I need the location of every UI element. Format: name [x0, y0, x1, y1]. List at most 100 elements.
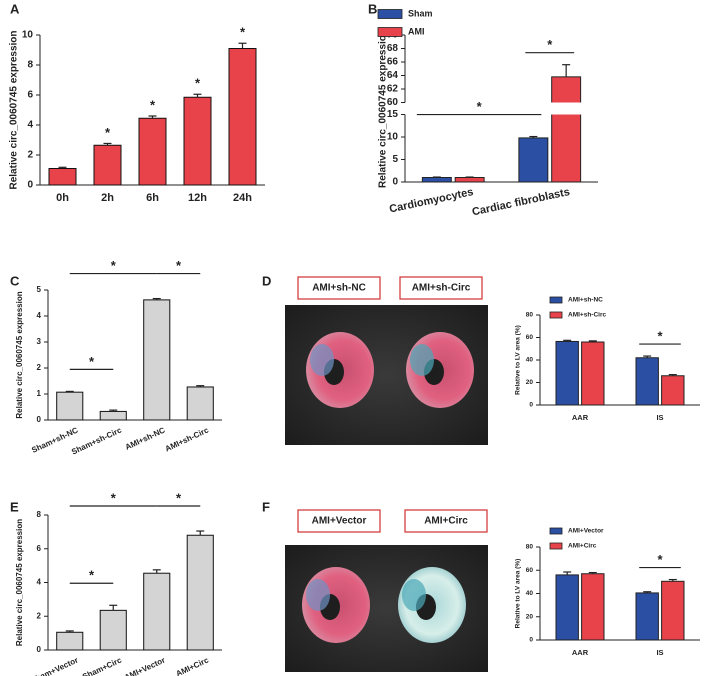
y-tick-label: 2: [37, 611, 42, 620]
bar: [551, 76, 582, 183]
y-tick-label: 40: [526, 357, 534, 364]
x-tick-label: AAR: [572, 648, 589, 657]
y-axis-title: Relative circ_0060745 expression: [15, 291, 24, 418]
y-tick-label: 0: [27, 180, 33, 191]
y-tick-label: 6: [37, 544, 42, 553]
y-tick-label: 80: [526, 544, 534, 551]
y-tick-label: 10: [387, 132, 399, 143]
panel-letter: E: [10, 499, 19, 514]
bar: [138, 117, 167, 186]
y-tick-label: 0: [37, 645, 42, 654]
x-tick-label: 6h: [146, 192, 159, 204]
y-tick-label: 0: [37, 415, 42, 424]
y-tick-label: 60: [526, 334, 534, 341]
legend-swatch: [377, 9, 403, 19]
significance-star: *: [240, 25, 246, 40]
bar: [635, 592, 659, 641]
y-tick-label: 40: [526, 590, 534, 597]
y-tick-label: 5: [37, 285, 42, 294]
y-tick-label: 4: [37, 578, 42, 587]
panel-letter: A: [10, 1, 20, 16]
y-tick-label: 4: [37, 311, 42, 320]
y-tick-label: 8: [37, 510, 42, 519]
axis-break: [406, 102, 599, 115]
legend-swatch: [377, 27, 403, 37]
bar: [48, 168, 77, 186]
x-tick-label: AAR: [572, 413, 589, 422]
significance-star: *: [150, 97, 156, 112]
legend-swatch: [549, 527, 563, 535]
y-tick-label: 2: [37, 363, 42, 372]
significance-star: *: [657, 329, 663, 344]
y-tick-label: 60: [526, 567, 534, 574]
significance-star: *: [657, 552, 663, 567]
bar: [555, 340, 579, 406]
x-tick-label: AMI+sh-NC: [124, 425, 167, 451]
legend-label: AMI+Vector: [568, 528, 604, 535]
y-tick-label: 4: [27, 120, 33, 131]
bar: [183, 96, 212, 186]
bar: [93, 144, 122, 186]
y-axis-title: Relative to LV area (%): [515, 325, 522, 395]
y-axis-title: Relative circ_0060745 expression: [9, 31, 20, 190]
significance-star: *: [547, 37, 553, 52]
bar: [56, 631, 84, 651]
panel-letter: F: [262, 499, 270, 514]
x-tick-label: 12h: [188, 192, 207, 204]
x-tick-label: Sham+sh-Circ: [70, 425, 123, 456]
image-label: AMI+Circ: [424, 516, 468, 527]
heart-region: [306, 579, 330, 611]
x-tick-label: Cardiomyocytes: [388, 186, 474, 216]
x-tick-label: 2h: [101, 192, 114, 204]
y-tick-label: 20: [526, 613, 534, 620]
x-tick-label: Sham+Vector: [30, 656, 80, 676]
legend-swatch: [549, 542, 563, 550]
y-tick-label: 0: [529, 402, 533, 409]
image-label: AMI+sh-Circ: [412, 283, 471, 294]
y-tick-label: 0: [392, 177, 398, 188]
x-tick-label: Cardiac fibroblasts: [471, 186, 571, 218]
panel-letter: D: [262, 273, 271, 288]
legend-label: AMI: [408, 26, 425, 36]
bar: [661, 580, 685, 641]
label-box: [297, 509, 381, 533]
bar: [228, 48, 257, 186]
bar: [421, 177, 452, 183]
x-tick-label: Sham+Circ: [81, 655, 123, 676]
legend-label: AMI+sh-NC: [568, 297, 603, 304]
legend-label: AMI+Circ: [568, 543, 597, 550]
significance-star: *: [176, 258, 182, 273]
y-tick-label: 0: [529, 637, 533, 644]
bar: [143, 572, 171, 651]
bar: [56, 391, 84, 421]
y-tick-label: 68: [387, 43, 399, 54]
significance-star: *: [477, 99, 483, 114]
y-axis-title: Relative to LV area (%): [515, 559, 522, 629]
bar: [454, 177, 485, 183]
label-box: [404, 509, 488, 533]
significance-star: *: [89, 568, 95, 583]
bar: [581, 573, 605, 641]
significance-star: *: [195, 76, 201, 91]
legend-label: AMI+sh-Circ: [568, 312, 606, 319]
bar: [99, 410, 127, 421]
x-tick-label: 24h: [233, 192, 252, 204]
y-tick-label: 20: [526, 379, 534, 386]
bar: [143, 299, 171, 421]
y-tick-label: 1: [37, 389, 42, 398]
significance-star: *: [176, 490, 182, 505]
x-tick-label: IS: [656, 413, 663, 422]
image-label: AMI+Vector: [312, 516, 367, 527]
y-tick-label: 8: [27, 60, 33, 71]
bar: [581, 341, 605, 406]
x-tick-label: AMI+Vector: [123, 656, 166, 676]
bar: [635, 357, 659, 406]
x-tick-label: IS: [656, 648, 663, 657]
y-tick-label: 6: [27, 90, 33, 101]
bar: [186, 386, 214, 421]
x-tick-label: AMI+Circ: [175, 655, 211, 676]
y-tick-label: 66: [387, 57, 399, 68]
bar: [555, 574, 579, 641]
panel-letter: C: [10, 273, 20, 288]
